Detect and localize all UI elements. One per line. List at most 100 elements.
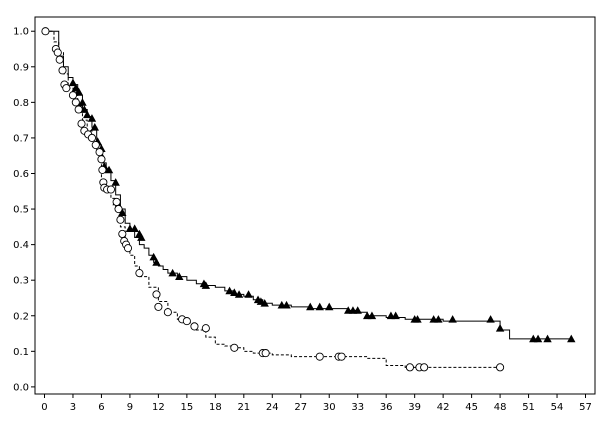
x-axis: 0 3 6 9 12 15 18 21 24 27 30 33 36 39 42 45 48 51 54 57 [41, 394, 592, 413]
censor-marker-triangle [225, 286, 234, 295]
x-tick-label: 0 [41, 402, 47, 413]
y-tick-label: 0.1 [13, 347, 29, 358]
censor-marker-triangle [118, 208, 127, 216]
y-tick-label: 0.7 [13, 133, 29, 144]
x-tick-label: 51 [522, 402, 535, 413]
series-2 [41, 27, 505, 372]
censor-marker-triangle [391, 311, 400, 320]
censor-marker-triangle [175, 272, 184, 280]
censor-marker-circle [114, 205, 123, 214]
censor-marker-triangle [152, 258, 161, 266]
censor-marker-circle [405, 363, 414, 372]
y-axis: 0.0 0.1 0.2 0.3 0.4 0.5 0.6 0.7 0.8 0.9 1.0 [13, 27, 35, 393]
censor-marker-circle [91, 140, 100, 150]
censor-marker-triangle [367, 311, 377, 320]
censor-marker-triangle [111, 178, 120, 186]
censor-marker-circle [135, 269, 144, 278]
censor-marker-circle [337, 352, 346, 361]
censor-marker-circle [261, 349, 270, 358]
censor-marker-triangle [325, 302, 334, 311]
x-tick-label: 42 [437, 402, 450, 413]
censor-marker-circle [315, 352, 324, 361]
censor-marker-triangle [168, 268, 177, 277]
censor-marker-triangle [244, 290, 253, 298]
censor-marker-triangle [543, 334, 552, 343]
x-tick-label: 24 [266, 402, 279, 413]
censor-marker-triangle [533, 334, 543, 343]
censor-marker-circle [190, 322, 199, 331]
censor-marker-circle [53, 48, 62, 57]
x-tick-label: 12 [152, 402, 165, 413]
censor-marker-circle [201, 324, 210, 333]
censor-marker-circle [71, 98, 80, 107]
x-tick-label: 48 [494, 402, 507, 413]
x-tick-label: 39 [408, 402, 421, 413]
x-tick-label: 36 [380, 402, 393, 413]
censor-marker-circle [68, 91, 78, 100]
y-tick-label: 0.0 [13, 382, 29, 393]
censor-marker-circle [41, 27, 50, 36]
censor-marker-triangle [149, 252, 158, 261]
y-tick-label: 0.2 [13, 311, 29, 322]
censor-marker-triangle [83, 110, 92, 119]
series-2-step-line [44, 30, 501, 368]
x-tick-label: 45 [465, 402, 478, 413]
censor-marker-triangle [448, 315, 457, 323]
censor-marker-triangle [353, 306, 362, 314]
censor-marker-circle [123, 244, 133, 253]
censor-marker-triangle [306, 302, 315, 311]
censor-marker-circle [98, 165, 107, 174]
censor-marker-triangle [230, 288, 239, 296]
x-tick-label: 18 [209, 402, 222, 413]
censor-marker-circle [74, 105, 83, 114]
censor-marker-triangle [434, 315, 443, 323]
series-layer [41, 27, 576, 372]
y-tick-label: 0.6 [13, 169, 29, 180]
censor-marker-triangle [567, 334, 576, 343]
censor-marker-circle [97, 155, 106, 164]
censor-marker-triangle [74, 87, 83, 96]
censor-marker-triangle [486, 315, 495, 323]
censor-marker-circle [58, 66, 67, 75]
x-tick-label: 6 [98, 402, 104, 413]
y-tick-label: 0.5 [13, 205, 29, 216]
y-tick-label: 0.8 [13, 98, 29, 109]
censor-marker-triangle [282, 300, 291, 309]
censor-marker-circle [163, 308, 172, 317]
x-tick-label: 3 [70, 402, 76, 413]
censor-marker-circle [182, 317, 191, 326]
censor-marker-triangle [495, 324, 505, 332]
censor-marker-triangle [87, 114, 97, 122]
x-tick-label: 9 [127, 402, 133, 413]
censor-marker-circle [152, 290, 161, 299]
censor-marker-circle [230, 343, 239, 352]
censor-marker-triangle [78, 98, 87, 106]
censor-marker-circle [62, 84, 71, 93]
censor-marker-triangle [234, 290, 244, 298]
censor-marker-circle [154, 302, 163, 311]
censor-marker-triangle [90, 123, 99, 131]
censor-marker-triangle [201, 281, 211, 289]
censor-marker-circle [118, 229, 127, 239]
censor-marker-triangle [137, 233, 146, 241]
censor-marker-circle [55, 55, 64, 64]
x-tick-label: 33 [351, 402, 364, 413]
censor-marker-circle [496, 363, 505, 372]
y-tick-label: 0.9 [13, 62, 29, 73]
x-tick-label: 54 [551, 402, 564, 413]
censor-marker-circle [112, 197, 121, 206]
censor-marker-circle [106, 185, 115, 194]
y-tick-label: 1.0 [13, 27, 29, 38]
censor-marker-circle [95, 148, 104, 157]
x-tick-label: 21 [237, 402, 250, 413]
censor-marker-circle [77, 119, 86, 128]
x-tick-label: 15 [180, 402, 193, 413]
y-tick-label: 0.3 [13, 276, 29, 287]
censor-marker-triangle [413, 315, 422, 323]
x-tick-label: 30 [323, 402, 336, 413]
y-tick-label: 0.4 [13, 240, 29, 251]
censor-marker-circle [87, 133, 96, 142]
censor-marker-triangle [68, 78, 78, 87]
censor-marker-triangle [315, 302, 324, 311]
x-tick-label: 27 [294, 402, 307, 413]
